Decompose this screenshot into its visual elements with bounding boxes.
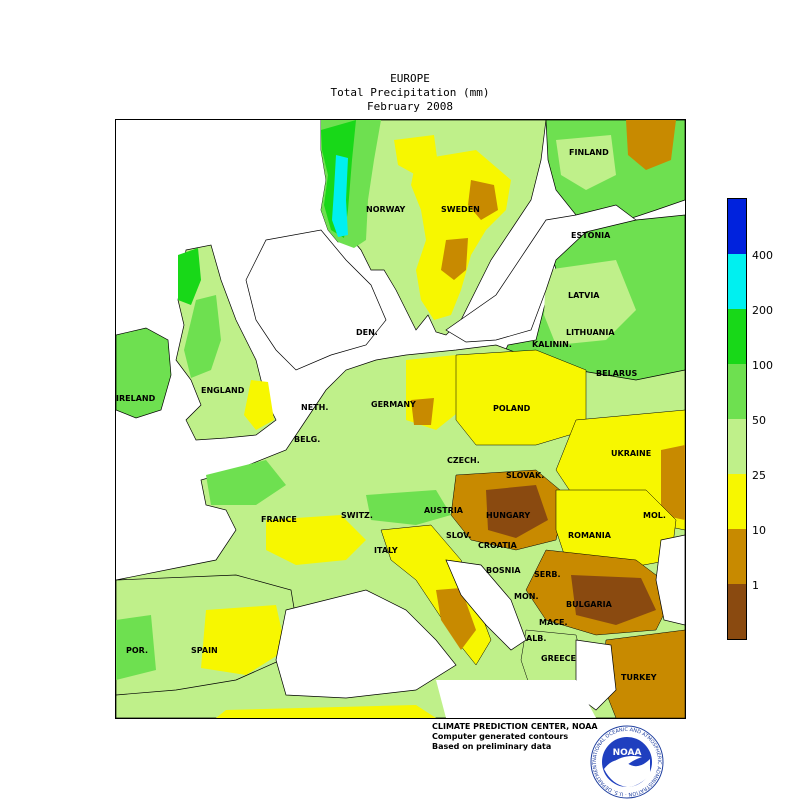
country-label: BELG.: [294, 435, 320, 444]
legend-label-10: 10: [752, 524, 766, 537]
norway-coast-extreme: [332, 155, 348, 237]
country-label: ALB.: [526, 634, 546, 643]
country-label: POR.: [126, 646, 148, 655]
legend-band-50: [728, 364, 746, 419]
england-west-wet: [184, 295, 221, 378]
france-wet-west: [206, 460, 286, 505]
ukraine-very-dry: [661, 445, 685, 520]
romania-dry: [555, 489, 677, 571]
legend-label-50: 50: [752, 414, 766, 427]
mediterranean-west: [275, 589, 457, 699]
legend-band-200: [728, 254, 746, 309]
country-label: MON.: [514, 592, 539, 601]
country-label: CZECH.: [447, 456, 480, 465]
france-dry-south: [266, 515, 366, 565]
country-label: POLAND: [493, 404, 531, 413]
country-label: DEN.: [356, 328, 378, 337]
country-label: SERB.: [534, 570, 561, 579]
country-label: SLOV.: [446, 531, 471, 540]
country-label: LITHUANIA: [566, 328, 615, 337]
precip-fill-layer: [116, 120, 685, 718]
country-label-layer: FINLAND NORWAY SWEDEN ESTONIA LATVIA LIT…: [116, 148, 666, 682]
country-label: ROMANIA: [568, 531, 612, 540]
country-label: FRANCE: [261, 515, 297, 524]
noaa-logo-icon: NATIONAL OCEANIC AND ATMOSPHERIC ADMINIS…: [590, 725, 664, 799]
legend-band-100: [728, 309, 746, 364]
map-title: EUROPE Total Precipitation (mm) February…: [250, 72, 570, 114]
scotland-wet: [178, 248, 201, 305]
ireland-land: [116, 327, 172, 419]
germany-very-dry: [411, 398, 434, 425]
adriatic-sea: [445, 559, 527, 651]
sweden-very-dry: [441, 238, 468, 280]
country-label: LATVIA: [568, 291, 600, 300]
portugal-wet: [116, 615, 156, 680]
legend-band-400: [728, 199, 746, 254]
legend-label-200: 200: [752, 304, 773, 317]
country-label: NETH.: [301, 403, 328, 412]
hungary-very-dry: [486, 485, 548, 538]
mediterranean-east: [436, 680, 596, 718]
credit-agency: CLIMATE PREDICTION CENTER, NOAA: [432, 722, 598, 731]
alps-wet: [366, 490, 451, 525]
title-variable: Total Precipitation (mm): [330, 86, 490, 99]
north-sea: [245, 229, 387, 371]
legend-band-0: [728, 584, 746, 639]
sweden-north-dry: [394, 135, 438, 175]
country-label: MOL.: [643, 511, 666, 520]
sea-layer: [245, 204, 685, 718]
title-period: February 2008: [366, 100, 454, 113]
country-label: TURKEY: [621, 673, 657, 682]
bulgaria-extreme-dry: [571, 575, 656, 625]
country-label: FINLAND: [569, 148, 609, 157]
finland-light: [556, 135, 616, 190]
country-label: BOSNIA: [486, 566, 521, 575]
country-label: SWEDEN: [441, 205, 480, 214]
poland-dry: [455, 349, 587, 446]
legend-band-1: [728, 529, 746, 584]
country-label: IRELAND: [116, 394, 156, 403]
country-label: HUNGARY: [486, 511, 530, 520]
england-dry: [244, 380, 274, 430]
legend-label-100: 100: [752, 359, 773, 372]
north-africa-dry: [216, 705, 436, 718]
legend-label-1: 1: [752, 579, 759, 592]
legend-band-25: [728, 419, 746, 474]
precipitation-map: FINLAND NORWAY SWEDEN ESTONIA LATVIA LIT…: [115, 119, 686, 719]
legend-label-25: 25: [752, 469, 766, 482]
black-sea: [655, 534, 685, 626]
country-label: SPAIN: [191, 646, 218, 655]
country-label: CROATIA: [478, 541, 518, 550]
country-label: AUSTRIA: [424, 506, 464, 515]
baltic-light: [544, 260, 636, 345]
country-label: GERMANY: [371, 400, 416, 409]
credit-data-note: Based on preliminary data: [432, 742, 552, 751]
country-label: SLOVAK.: [506, 471, 544, 480]
title-region: EUROPE: [390, 72, 430, 85]
country-label: ESTONIA: [571, 231, 611, 240]
credit-method: Computer generated contours: [432, 732, 569, 741]
country-label: UKRAINE: [611, 449, 651, 458]
legend-label-400: 400: [752, 249, 773, 262]
noaa-logo-text: NOAA: [613, 748, 642, 758]
map-canvas: FINLAND NORWAY SWEDEN ESTONIA LATVIA LIT…: [116, 120, 685, 718]
finland-dry: [626, 120, 676, 170]
country-label: BELARUS: [596, 369, 638, 378]
country-label: MACE.: [539, 618, 568, 627]
iberia-dry: [201, 605, 286, 675]
country-label: KALININ.: [532, 340, 572, 349]
credits-block: CLIMATE PREDICTION CENTER, NOAA Computer…: [432, 722, 598, 752]
country-label: NORWAY: [366, 205, 406, 214]
country-label: ITALY: [374, 546, 398, 555]
country-label: ENGLAND: [201, 386, 245, 395]
country-label: GREECE: [541, 654, 576, 663]
italy-south-dry: [436, 588, 476, 650]
precipitation-legend: [727, 198, 747, 640]
legend-band-10: [728, 474, 746, 529]
country-label: SWITZ.: [341, 511, 373, 520]
baltic-sea: [445, 204, 637, 343]
sweden-east-dry: [468, 180, 498, 220]
country-label: BULGARIA: [566, 600, 613, 609]
